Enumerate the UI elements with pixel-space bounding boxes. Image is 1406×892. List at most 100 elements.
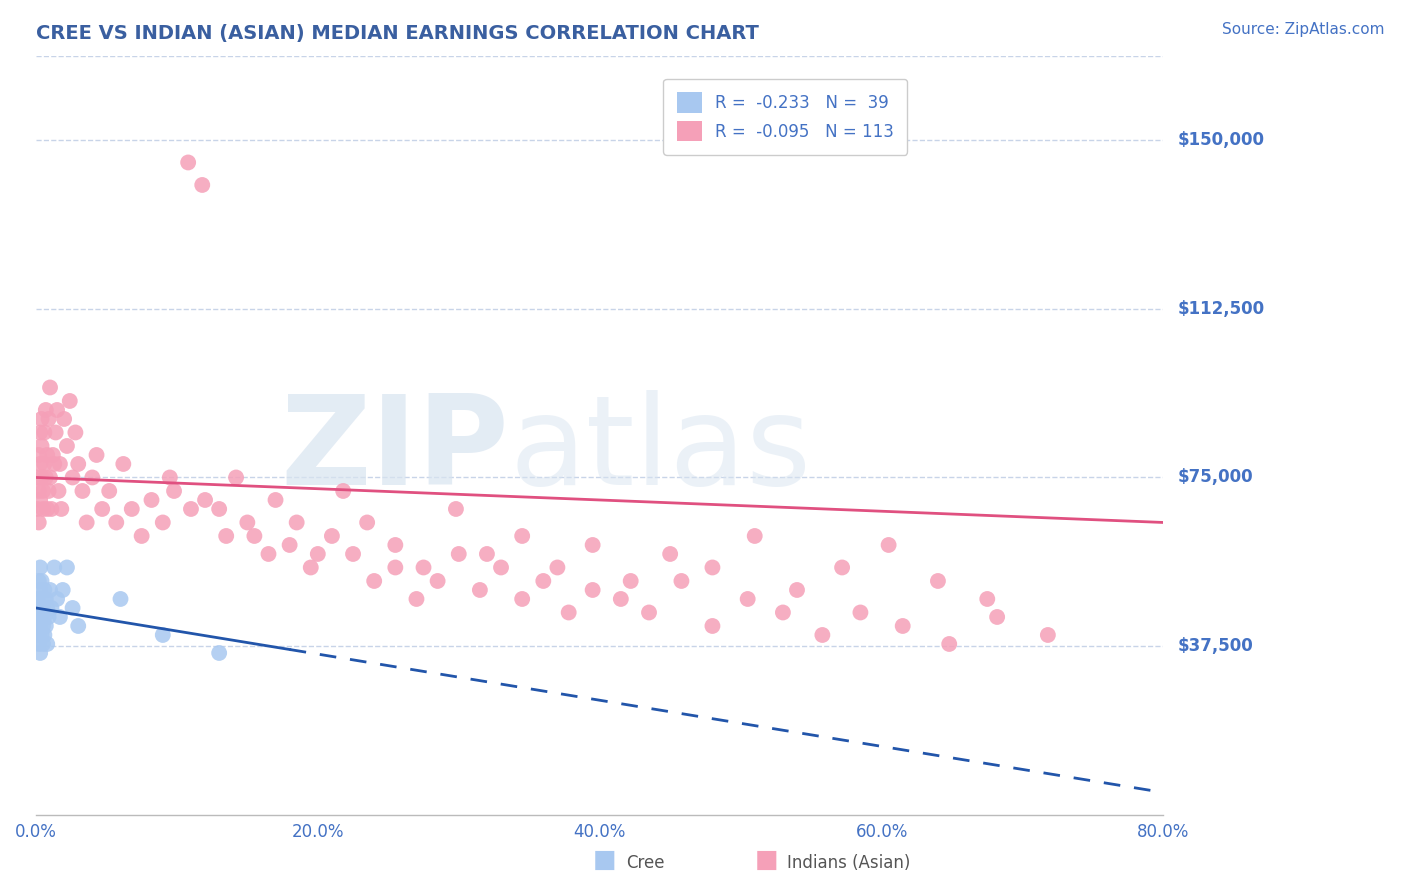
Point [31,628,53,642]
Point [27,470,49,484]
Point [30,619,52,633]
Point [44,560,66,574]
Point [177,155,200,169]
Point [27,606,49,620]
Point [39,470,62,484]
Point [702,619,724,633]
Point [38,412,60,426]
Point [363,574,385,588]
Point [44,457,66,471]
Point [112,457,135,471]
Point [67,457,90,471]
Point [412,560,434,574]
Point [342,547,364,561]
Point [110,592,132,607]
Point [35,470,58,484]
Point [877,538,900,552]
Point [35,592,58,607]
Point [91,502,114,516]
Point [65,425,87,440]
Point [39,582,62,597]
Point [48,483,70,498]
Point [37,601,59,615]
Point [659,547,682,561]
Point [772,606,794,620]
Point [986,610,1008,624]
Point [34,425,56,440]
Point [468,582,491,597]
Point [141,493,163,508]
Point [180,502,202,516]
Point [307,547,329,561]
Point [215,529,238,543]
Point [32,502,55,516]
Point [49,610,72,624]
Text: $75,000: $75,000 [1177,468,1253,486]
Point [976,592,998,607]
Point [37,502,59,516]
Point [702,560,724,574]
Point [264,493,287,508]
Point [744,529,766,543]
Point [891,619,914,633]
Point [531,574,554,588]
Point [39,380,62,394]
Point [384,560,406,574]
Point [356,516,378,530]
Point [82,470,104,484]
Point [510,529,533,543]
Point [811,628,834,642]
Point [45,425,67,440]
Point [31,412,53,426]
Text: ■: ■ [593,848,616,872]
Point [38,610,60,624]
Point [31,439,53,453]
Point [257,547,280,561]
Point [31,470,53,484]
Point [131,529,153,543]
Text: atlas: atlas [509,390,811,511]
Point [489,560,512,574]
Point [546,560,568,574]
Point [236,516,259,530]
Point [152,516,174,530]
Text: Indians (Asian): Indians (Asian) [787,855,911,872]
Point [30,601,52,615]
Point [37,448,59,462]
Point [32,637,55,651]
Point [208,502,231,516]
Point [53,412,76,426]
Point [105,516,128,530]
Point [98,483,121,498]
Point [638,606,661,620]
Point [49,457,72,471]
Point [737,592,759,607]
Point [786,582,808,597]
Point [405,592,427,607]
Point [32,483,55,498]
Point [582,538,605,552]
Point [30,493,52,508]
Text: CREE VS INDIAN (ASIAN) MEDIAN EARNINGS CORRELATION CHART: CREE VS INDIAN (ASIAN) MEDIAN EARNINGS C… [37,24,759,43]
Point [225,470,247,484]
Point [59,394,82,409]
Point [447,547,470,561]
Point [41,502,63,516]
Point [849,606,872,620]
Point [426,574,449,588]
Point [30,646,52,660]
Point [557,606,579,620]
Point [28,483,51,498]
Point [31,610,53,624]
Point [27,502,49,516]
Point [62,601,84,615]
Point [610,592,633,607]
Point [475,547,498,561]
Point [321,529,343,543]
Point [52,582,75,597]
Point [46,403,69,417]
Point [299,560,322,574]
Point [163,483,186,498]
Point [35,619,58,633]
Point [38,483,60,498]
